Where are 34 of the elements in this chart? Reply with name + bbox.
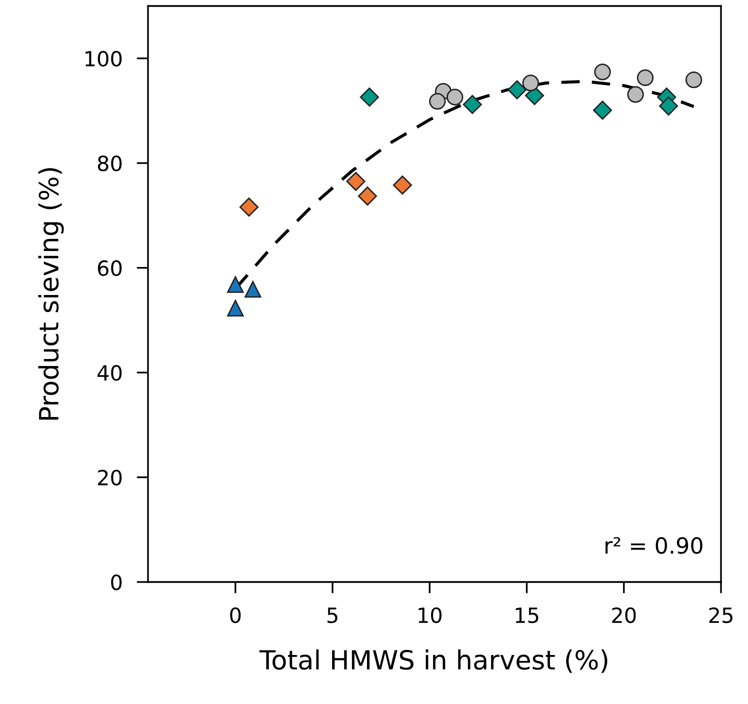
point	[429, 92, 446, 110]
y-tick-label: 60	[98, 260, 122, 276]
point	[522, 74, 539, 92]
point	[392, 176, 412, 195]
point	[627, 86, 644, 103]
y-tick-label: 20	[98, 470, 122, 486]
point	[594, 64, 611, 80]
point	[244, 280, 262, 298]
y-tick-label: 100	[86, 50, 122, 67]
point	[360, 88, 379, 107]
point	[227, 276, 244, 293]
x-tick-label: 25	[709, 607, 732, 624]
x-axis-title: Total HMWS in harvest (%)	[259, 649, 608, 673]
point	[346, 172, 366, 191]
point	[446, 88, 464, 106]
y-tick-label: 80	[98, 156, 122, 172]
point	[636, 69, 654, 86]
point	[592, 100, 612, 120]
annotation: r² = 0.90	[606, 537, 702, 554]
x-tick-label: 15	[516, 608, 538, 624]
y-tick-label: 40	[98, 365, 122, 381]
point	[462, 94, 482, 114]
y-tick-label: 0	[111, 574, 122, 590]
y-axis-title: Product sieving (%)	[38, 168, 64, 420]
x-tick-label: 20	[612, 607, 636, 624]
point	[239, 198, 259, 217]
point	[659, 96, 678, 116]
point	[508, 80, 527, 100]
point	[227, 300, 244, 316]
point	[685, 72, 702, 88]
x-tick-label: 5	[328, 608, 338, 624]
x-tick-label: 10	[418, 607, 442, 624]
x-tick-label: 0	[230, 607, 241, 624]
point	[358, 186, 378, 206]
